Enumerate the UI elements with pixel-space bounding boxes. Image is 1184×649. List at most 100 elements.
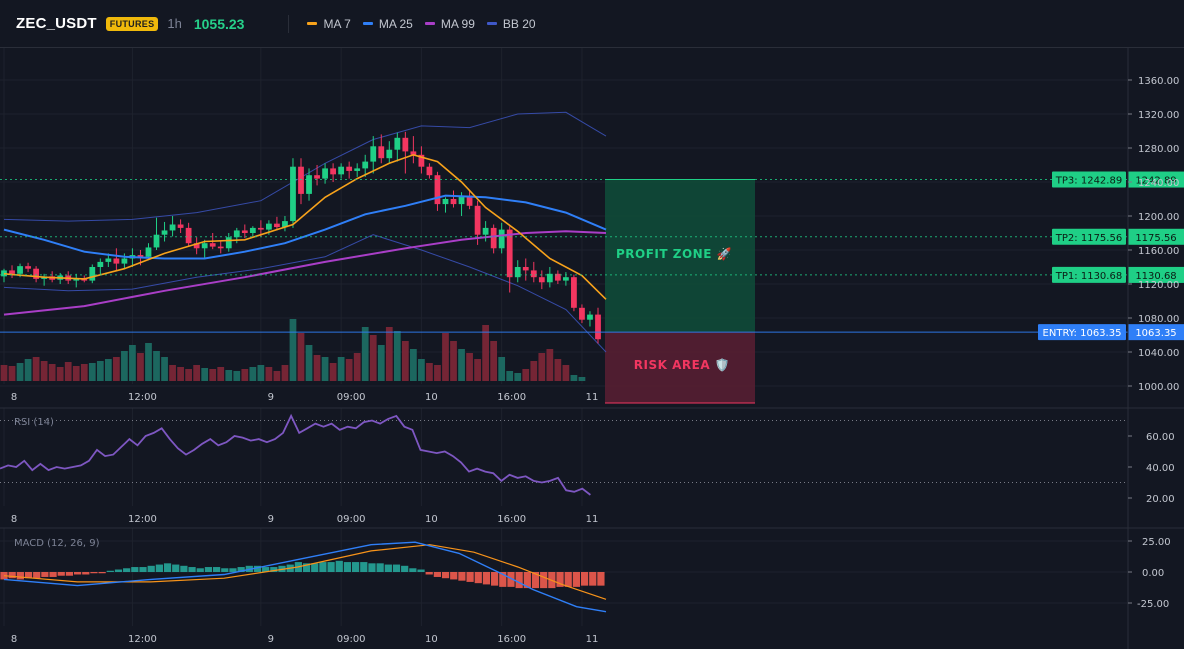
legend-ma7[interactable]: MA 7 <box>307 16 351 31</box>
rsi-line <box>0 413 591 496</box>
volume-bar <box>361 327 369 381</box>
macd-histogram-bar <box>556 572 564 587</box>
time-tick-label: 09:00 <box>337 392 366 403</box>
candle-body <box>17 266 23 274</box>
volume-bar <box>514 373 522 381</box>
volume-bar <box>88 363 96 381</box>
time-tick-label: 10 <box>425 392 438 403</box>
volume-bar <box>48 364 56 381</box>
candle-body <box>595 314 601 340</box>
candle-body <box>530 270 537 278</box>
trade-zones: PROFIT ZONE 🚀 RISK AREA 🛡️ <box>605 179 755 404</box>
legend-ma7-label: MA 7 <box>323 16 351 31</box>
candle-body <box>418 154 425 167</box>
candle-body <box>1 270 7 277</box>
candle-body <box>9 270 15 274</box>
macd-histogram-bar <box>417 569 425 572</box>
candle-body <box>241 230 248 233</box>
candle-body <box>554 273 561 281</box>
candle-body <box>522 267 529 271</box>
candle-body <box>314 175 320 179</box>
candle-body <box>338 166 345 175</box>
macd-histogram-bar <box>368 563 376 572</box>
volume-bar <box>217 367 225 381</box>
volume-bar <box>121 351 128 381</box>
candle-body <box>490 227 497 249</box>
volume-bar <box>530 361 538 381</box>
volume-bar <box>193 365 201 381</box>
price-tick-label: 1000.00 <box>1138 382 1179 393</box>
candle-body <box>249 227 256 233</box>
price-tick-label: 1040.00 <box>1138 348 1179 359</box>
volume-bar <box>498 357 506 381</box>
volume-bar <box>450 341 457 381</box>
legend-ma7-swatch <box>307 22 318 25</box>
macd-tick-label: -25.00 <box>1137 599 1169 610</box>
macd-histogram-bar <box>270 567 278 572</box>
macd-histogram-bar <box>589 572 597 586</box>
volume-bar <box>177 367 184 381</box>
macd-tick-label: 25.00 <box>1142 537 1171 548</box>
volume-bar <box>442 333 449 381</box>
macd-pane: MACD (12, 26, 9) <box>0 538 607 613</box>
candle-body <box>105 258 112 262</box>
macd-histogram-bar <box>343 562 352 572</box>
macd-histogram-bar <box>196 568 204 572</box>
candle-body <box>193 243 200 249</box>
volume-bar <box>153 351 160 381</box>
rsi-tick-label: 60.00 <box>1146 432 1175 443</box>
candle-body <box>217 246 224 249</box>
volume-bar <box>32 357 40 381</box>
volume-bar <box>233 371 241 381</box>
time-tick-label: 9 <box>268 392 274 403</box>
candle-body <box>514 267 521 278</box>
macd-histogram-bar <box>41 572 49 577</box>
macd-histogram-bar <box>90 572 98 574</box>
macd-histogram-bar <box>262 567 270 572</box>
tp3-axis-bg <box>1128 171 1184 188</box>
macd-histogram-bar <box>352 562 360 572</box>
volume-bars <box>0 319 586 381</box>
time-tick-label: 8 <box>11 634 17 645</box>
time-tick-label: 9 <box>268 634 274 645</box>
candle-body <box>546 273 553 283</box>
volume-bar <box>113 357 120 381</box>
legend-ma25[interactable]: MA 25 <box>362 17 413 31</box>
volume-bar <box>321 357 329 381</box>
candle-body <box>482 227 489 235</box>
axes: 8 8 8 12:00 12:00 12:00 9 9 9 09:00 09:00 09:00 10 10… <box>0 48 1184 649</box>
symbol-name[interactable]: ZEC_USDT <box>16 15 97 32</box>
volume-bar <box>554 359 562 381</box>
macd-histogram-bar <box>253 565 262 572</box>
candle-body <box>306 175 312 194</box>
volume-bar <box>241 369 249 381</box>
candle-body <box>89 267 96 281</box>
legend-ma99-swatch <box>424 22 435 25</box>
candle-body <box>322 168 328 179</box>
candle-body <box>587 314 593 320</box>
volume-bar <box>201 368 209 381</box>
volume-bar <box>474 359 481 381</box>
ma25-line <box>3 194 607 260</box>
timeframe-label[interactable]: 1h <box>167 16 182 31</box>
candle-body <box>209 243 216 247</box>
candle-body <box>113 258 120 264</box>
time-tick-label: 10 <box>425 514 438 525</box>
macd-histogram-bar <box>441 572 450 579</box>
rsi-title: RSI (14) <box>14 417 54 428</box>
macd-histogram-bar <box>114 569 123 572</box>
candle-body <box>201 243 208 249</box>
macd-histogram-bar <box>425 572 433 575</box>
header-divider <box>288 14 290 33</box>
volume-bar <box>337 357 345 381</box>
candle-body <box>506 229 513 278</box>
macd-histogram-bar <box>8 572 16 579</box>
candle-body <box>346 166 353 171</box>
bb-lower-line <box>3 234 607 353</box>
legend-ma99[interactable]: MA 99 <box>424 17 475 31</box>
bollinger-bands <box>3 111 607 353</box>
moving-averages <box>3 153 607 316</box>
macd-histogram-bar <box>335 560 343 572</box>
legend-bb20[interactable]: BB 20 <box>486 17 536 31</box>
